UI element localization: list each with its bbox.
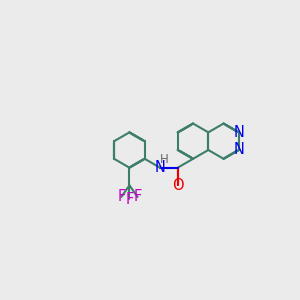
Text: F: F <box>125 192 134 207</box>
Text: N: N <box>233 125 244 140</box>
Text: H: H <box>160 153 168 166</box>
Text: N: N <box>233 142 244 158</box>
Text: F: F <box>134 189 142 204</box>
Text: N: N <box>154 160 166 175</box>
Text: F: F <box>117 189 125 204</box>
Text: O: O <box>172 178 184 193</box>
